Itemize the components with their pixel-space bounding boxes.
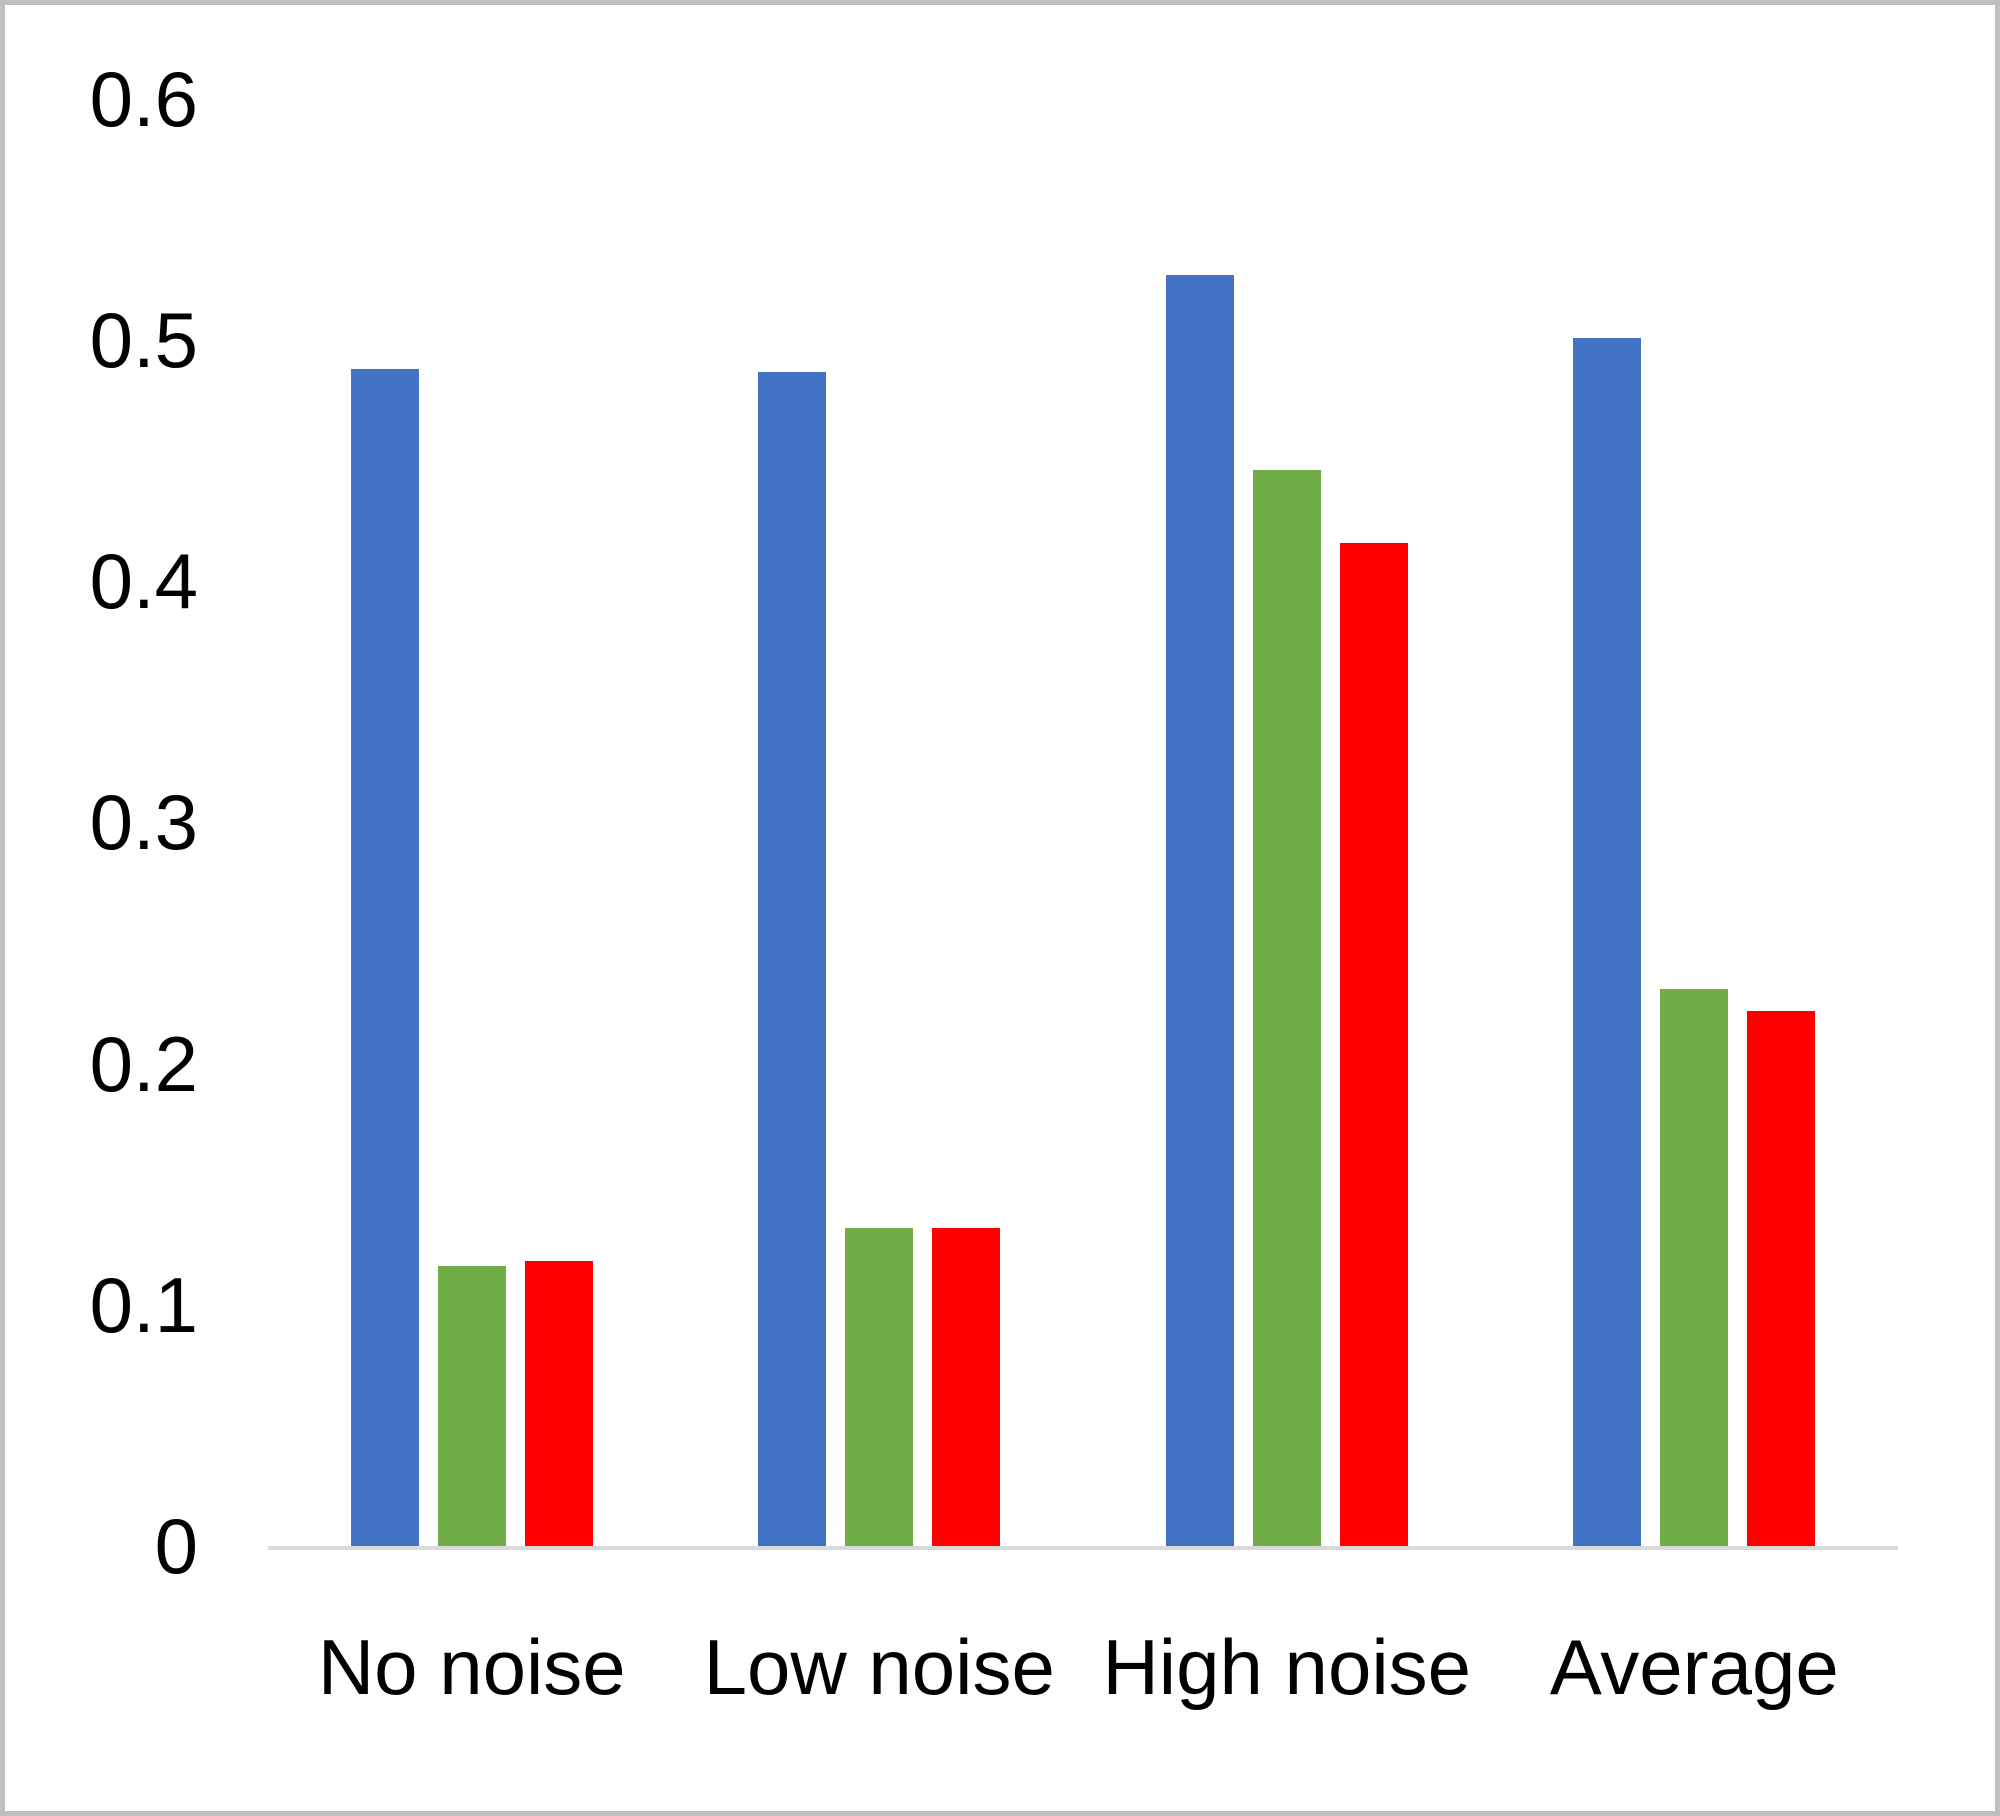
y-tick-label-0.2: 0.2 (89, 1020, 198, 1108)
x-category-label-high-noise: High noise (1102, 1623, 1472, 1711)
y-tick-label-0.3: 0.3 (89, 778, 198, 866)
y-tick-label-0.4: 0.4 (89, 537, 198, 625)
bar-high-noise-blue (1165, 275, 1234, 1546)
x-category-label-average: Average (1549, 1623, 1839, 1711)
bar-low-noise-blue (758, 372, 827, 1546)
bar-average-green (1660, 989, 1729, 1546)
bar-no-noise-red (524, 1261, 593, 1546)
bar-low-noise-green (845, 1228, 914, 1546)
y-tick-label-0.1: 0.1 (89, 1261, 198, 1349)
bar-average-red (1747, 1011, 1816, 1546)
y-axis: 0 0.1 0.2 0.3 0.4 0.5 0.6 (5, 5, 200, 1811)
x-category-label-no-noise: No noise (317, 1623, 626, 1711)
bar-no-noise-green (437, 1266, 506, 1546)
y-tick-label-0.6: 0.6 (89, 55, 198, 143)
y-tick-label-0: 0 (154, 1502, 198, 1590)
y-tick-label-0.5: 0.5 (89, 296, 198, 384)
x-category-label-low-noise: Low noise (703, 1623, 1055, 1711)
bar-high-noise-green (1252, 470, 1321, 1546)
bar-average-blue (1573, 338, 1642, 1546)
bar-high-noise-red (1339, 543, 1408, 1546)
x-axis-line (268, 1546, 1898, 1550)
bar-no-noise-blue (350, 369, 419, 1546)
x-axis: No noise Low noise High noise Average (268, 1617, 1898, 1717)
plot-area (268, 99, 1898, 1546)
bar-low-noise-red (932, 1228, 1001, 1546)
